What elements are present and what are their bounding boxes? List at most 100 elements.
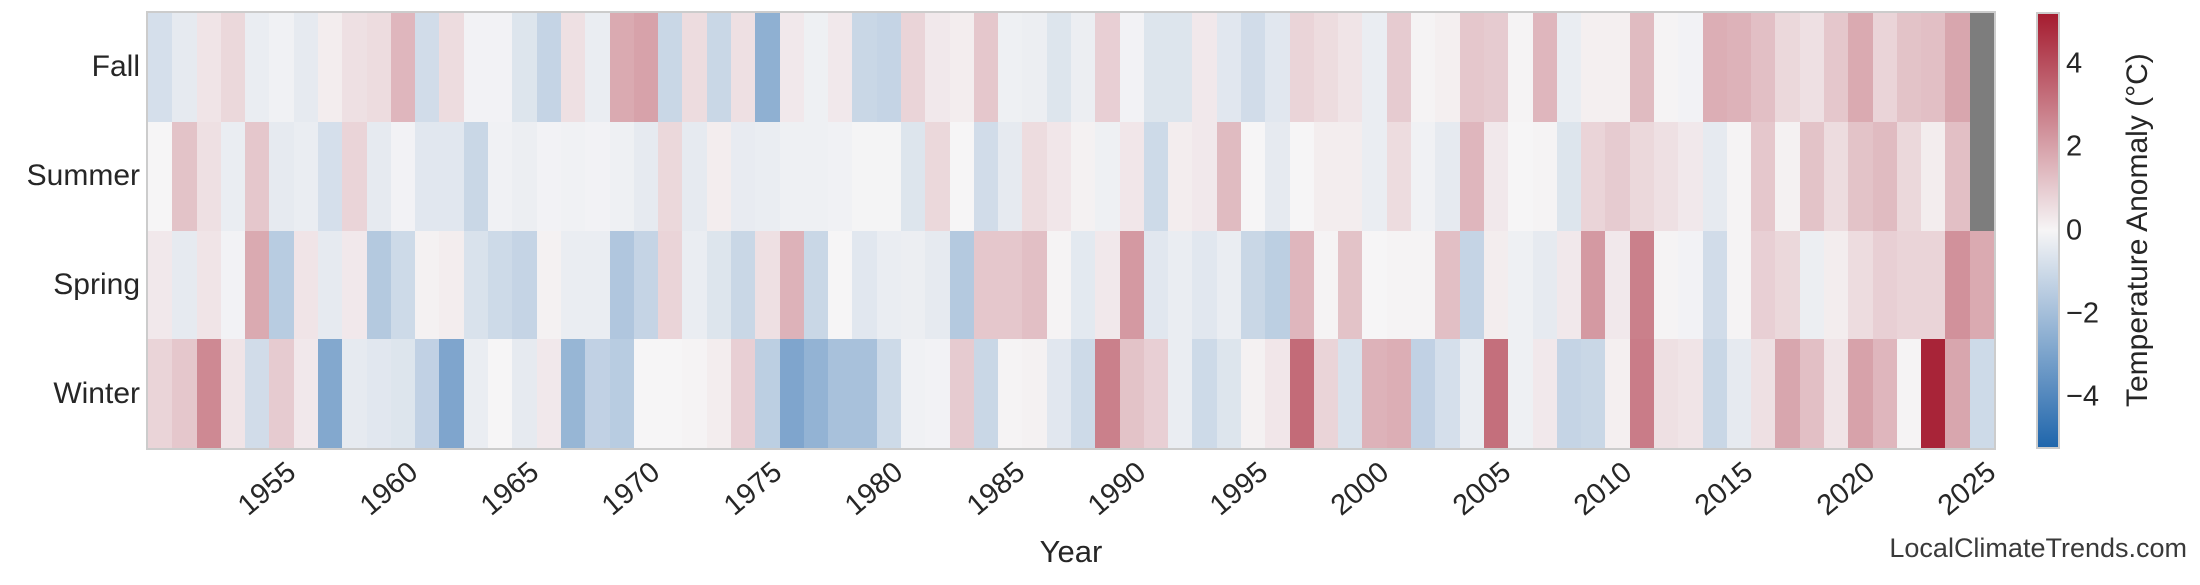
heatmap-cell <box>1411 339 1436 448</box>
heatmap-cell <box>1046 230 1071 340</box>
heatmap-cell <box>196 13 221 122</box>
heatmap-cell <box>755 230 780 340</box>
heatmap-cell <box>220 13 246 122</box>
heatmap-cell <box>1969 230 1994 340</box>
heatmap-cell <box>998 230 1023 340</box>
heatmap-cell <box>1216 121 1242 231</box>
heatmap-cell <box>1022 121 1047 231</box>
heatmap-cell <box>609 230 634 340</box>
heatmap-cell <box>1241 230 1266 340</box>
heatmap-cell <box>876 339 901 448</box>
heatmap-cell <box>1071 230 1096 340</box>
heatmap-cell <box>755 121 780 231</box>
heatmap-cell <box>1192 230 1217 340</box>
heatmap-cell <box>1921 13 1946 122</box>
heatmap-cell <box>633 13 659 122</box>
x-tick-label: 2025 <box>1932 456 2003 522</box>
heatmap-cell <box>1921 230 1946 340</box>
heatmap-cell <box>1168 13 1193 122</box>
heatmap-cell <box>1313 230 1339 340</box>
heatmap-cell <box>1945 230 1970 340</box>
heatmap-cell <box>925 13 950 122</box>
heatmap-cell <box>585 121 610 231</box>
heatmap-cell <box>318 121 343 231</box>
heatmap-cell <box>1605 121 1630 231</box>
heatmap-cell <box>245 13 270 122</box>
heatmap-cell <box>658 230 683 340</box>
heatmap-cell <box>1532 339 1557 448</box>
heatmap-cell <box>342 230 367 340</box>
heatmap-cell <box>220 121 246 231</box>
heatmap-cell <box>1921 121 1946 231</box>
heatmap-cell <box>1726 230 1752 340</box>
heatmap-cell <box>488 339 513 448</box>
heatmap-cell <box>536 13 561 122</box>
heatmap-cell <box>1532 121 1557 231</box>
heatmap-cell <box>1386 13 1412 122</box>
heatmap-cell <box>1168 121 1193 231</box>
heatmap-cell <box>415 121 440 231</box>
x-tick-label: 1990 <box>1082 456 1153 522</box>
heatmap-cell <box>706 230 731 340</box>
heatmap-cell <box>1095 121 1120 231</box>
heatmap-cell <box>779 339 804 448</box>
heatmap-cell <box>1192 13 1217 122</box>
heatmap-cell <box>172 230 197 340</box>
heatmap-cell <box>925 339 950 448</box>
heatmap-cell <box>1241 121 1266 231</box>
heatmap-cell <box>1046 121 1071 231</box>
heatmap-cell <box>220 230 246 340</box>
heatmap-cell <box>1678 339 1703 448</box>
heatmap-cell <box>245 230 270 340</box>
heatmap-cell <box>1823 230 1849 340</box>
heatmap-cell <box>1313 13 1339 122</box>
heatmap-cell <box>998 339 1023 448</box>
heatmap-cell <box>269 121 294 231</box>
heatmap-cell <box>1143 121 1169 231</box>
heatmap-cell <box>1265 121 1290 231</box>
heatmap-cell <box>1775 230 1800 340</box>
heatmap-cell <box>1896 339 1922 448</box>
heatmap-cell <box>1872 339 1897 448</box>
x-tick-label: 1960 <box>353 456 424 522</box>
heatmap-cell <box>1192 339 1217 448</box>
heatmap-cell <box>1629 13 1654 122</box>
heatmap-cell <box>1435 339 1460 448</box>
heatmap-cell <box>1581 230 1606 340</box>
heatmap-cell <box>1386 121 1412 231</box>
heatmap-cell <box>852 230 877 340</box>
watermark-text: LocalClimateTrends.com <box>1889 533 2187 563</box>
heatmap-cell <box>900 13 926 122</box>
heatmap-cell <box>1726 121 1752 231</box>
heatmap-cell <box>342 121 367 231</box>
heatmap-cell <box>1119 230 1144 340</box>
heatmap-cell <box>1823 13 1849 122</box>
heatmap-cell <box>1581 339 1606 448</box>
heatmap-cell <box>1678 230 1703 340</box>
heatmap-cell <box>512 230 537 340</box>
heatmap-cell <box>1386 339 1412 448</box>
heatmap-cell <box>1071 339 1096 448</box>
heatmap-cell <box>1265 13 1290 122</box>
heatmap-cell <box>536 339 561 448</box>
heatmap-cell <box>779 121 804 231</box>
heatmap-cell <box>1338 230 1363 340</box>
heatmap-cell <box>1775 13 1800 122</box>
heatmap-cell <box>1119 13 1144 122</box>
heatmap-cell <box>1702 13 1727 122</box>
colorbar-tick-label: −4 <box>2066 380 2100 413</box>
heatmap-cell <box>1022 13 1047 122</box>
heatmap-cell <box>318 339 343 448</box>
heatmap-cell <box>1969 13 1994 122</box>
heatmap-cell <box>803 121 829 231</box>
heatmap-cell <box>876 121 901 231</box>
heatmap-cell <box>1556 230 1582 340</box>
heatmap-cell <box>585 13 610 122</box>
heatmap-cell <box>415 13 440 122</box>
colorbar-tick-label: 0 <box>2066 214 2083 246</box>
heatmap-cell <box>439 339 464 448</box>
heatmap-cell <box>1629 339 1654 448</box>
heatmap-cell <box>1678 13 1703 122</box>
heatmap-cell <box>463 13 489 122</box>
x-tick-label: 1975 <box>717 456 788 522</box>
